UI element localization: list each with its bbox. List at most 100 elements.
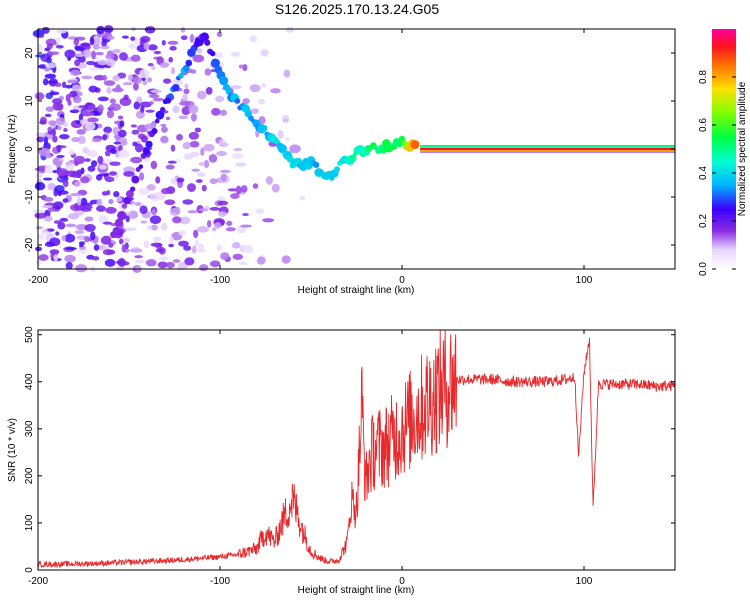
heatmap-ridge-cell bbox=[123, 196, 131, 205]
heatmap-noise-blob bbox=[130, 156, 143, 164]
heatmap-noise-blob bbox=[216, 150, 227, 157]
heatmap-noise-blob bbox=[77, 135, 86, 145]
heatmap-noise-blob bbox=[226, 220, 233, 227]
heatmap-noise-blob bbox=[142, 80, 148, 86]
heatmap-noise-blob bbox=[73, 155, 86, 165]
heatmap-noise-blob bbox=[58, 158, 64, 162]
heatmap-noise-blob bbox=[200, 147, 205, 156]
snr-y-tick-label: 300 bbox=[24, 420, 35, 437]
heatmap-noise-blob bbox=[161, 126, 168, 133]
heatmap-noise-blob bbox=[91, 256, 100, 261]
heatmap-noise-blob bbox=[285, 137, 290, 142]
heatmap-noise-blob bbox=[37, 43, 43, 53]
heatmap-noise-blob bbox=[59, 217, 69, 222]
heatmap-noise-blob bbox=[166, 261, 175, 269]
heatmap-noise-blob bbox=[172, 216, 182, 224]
heatmap-noise-blob bbox=[205, 86, 213, 95]
heatmap-noise-blob bbox=[68, 150, 76, 156]
heatmap-y-tick-label: 10 bbox=[24, 95, 35, 107]
heatmap-noise-blob bbox=[150, 160, 158, 170]
heatmap-noise-blob bbox=[55, 29, 67, 34]
heatmap-noise-blob bbox=[176, 133, 184, 141]
heatmap-noise-blob bbox=[242, 212, 249, 217]
heatmap-noise-blob bbox=[194, 127, 202, 133]
heatmap-noise-blob bbox=[150, 89, 163, 94]
heatmap-noise-blob bbox=[139, 172, 145, 181]
heatmap-noise-blob bbox=[161, 39, 166, 46]
heatmap-noise-blob bbox=[258, 116, 266, 125]
heatmap-ridge-cell bbox=[277, 144, 287, 154]
heatmap-noise-blob bbox=[271, 183, 280, 193]
heatmap-noise-blob bbox=[160, 123, 167, 127]
heatmap-noise-blob bbox=[261, 83, 267, 88]
heatmap-noise-blob bbox=[262, 218, 275, 223]
heatmap-noise-blob bbox=[62, 198, 69, 203]
heatmap-noise-blob bbox=[209, 178, 218, 185]
heatmap-noise-blob bbox=[97, 59, 108, 66]
heatmap-noise-blob bbox=[86, 150, 98, 158]
heatmap-noise-blob bbox=[136, 96, 143, 104]
heatmap-ridge-cell bbox=[410, 140, 420, 150]
heatmap-noise-blob bbox=[43, 197, 54, 202]
heatmap-noise-blob bbox=[235, 185, 242, 195]
heatmap-noise-blob bbox=[175, 159, 181, 163]
heatmap-noise-blob bbox=[108, 198, 114, 205]
heatmap-y-ticks: -20 -10 0 10 20 bbox=[24, 47, 675, 252]
heatmap-noise-blob bbox=[209, 260, 221, 268]
heatmap-noise-blob bbox=[192, 54, 205, 63]
heatmap-noise-blob bbox=[96, 205, 106, 212]
heatmap-noise-blob bbox=[38, 254, 49, 261]
heatmap-noise-blob bbox=[96, 198, 103, 207]
heatmap-noise-blob bbox=[47, 130, 54, 135]
heatmap-noise-blob bbox=[197, 226, 209, 233]
snr-y-tick-label: 0 bbox=[24, 567, 35, 573]
colorbar-label: Normalized spectral amplitude bbox=[737, 81, 748, 216]
heatmap-x-tick-label: -200 bbox=[28, 275, 48, 286]
heatmap-ridge-cell bbox=[313, 161, 320, 169]
heatmap-noise-blob bbox=[197, 90, 207, 100]
heatmap-noise-blob bbox=[45, 154, 52, 159]
heatmap-y-label: Frequency (Hz) bbox=[7, 115, 18, 184]
heatmap-noise-blob bbox=[147, 44, 158, 51]
heatmap-noise-blob bbox=[106, 50, 114, 56]
heatmap-noise-blob bbox=[147, 77, 153, 83]
heatmap-x-tick-label: 100 bbox=[576, 275, 593, 286]
heatmap-noise-blob bbox=[165, 164, 175, 170]
heatmap-noise-blob bbox=[35, 92, 45, 101]
heatmap-noise-blob bbox=[144, 26, 156, 34]
heatmap-noise-blob bbox=[73, 37, 80, 46]
heatmap-noise-blob bbox=[77, 55, 86, 63]
heatmap-noise-blob bbox=[37, 233, 46, 240]
heatmap-noise-blob bbox=[97, 155, 104, 165]
figure-title: S126.2025.170.13.24.G05 bbox=[275, 1, 439, 17]
heatmap-y-tick-label: 20 bbox=[24, 47, 35, 59]
heatmap-noise-blob bbox=[65, 223, 77, 228]
heatmap-noise-blob bbox=[82, 49, 92, 58]
heatmap-noise-blob bbox=[84, 158, 91, 162]
heatmap-noise-blob bbox=[211, 107, 221, 116]
heatmap-ridge-cell bbox=[398, 135, 406, 143]
heatmap-noise-blob bbox=[93, 244, 100, 251]
heatmap-noise-blob bbox=[171, 67, 176, 75]
heatmap-noise-blob bbox=[196, 248, 207, 253]
heatmap-x-tick-label: -100 bbox=[210, 275, 230, 286]
heatmap-noise-blob bbox=[260, 49, 269, 57]
heatmap-ridge-cell bbox=[155, 110, 165, 120]
heatmap-noise-blob bbox=[216, 244, 222, 251]
heatmap-noise-blob bbox=[101, 235, 112, 243]
heatmap-ridge-cell bbox=[210, 58, 220, 68]
heatmap-noise-blob bbox=[84, 202, 94, 206]
heatmap-noise-blob bbox=[158, 256, 170, 261]
heatmap-noise-blob bbox=[76, 196, 82, 206]
colorbar-tick-label: 0.2 bbox=[698, 214, 709, 228]
heatmap-noise-blob bbox=[56, 168, 69, 177]
heatmap-noise-blob bbox=[76, 129, 86, 135]
heatmap-noise-blob bbox=[140, 105, 145, 113]
heatmap-noise-blob bbox=[137, 133, 146, 140]
heatmap-noise-blob bbox=[96, 25, 105, 35]
heatmap-noise-blob bbox=[270, 88, 281, 94]
heatmap-ridge-cell bbox=[178, 73, 184, 79]
heatmap-noise-blob bbox=[102, 159, 113, 164]
heatmap-noise-blob bbox=[113, 141, 121, 145]
heatmap-noise-blob bbox=[85, 102, 93, 106]
